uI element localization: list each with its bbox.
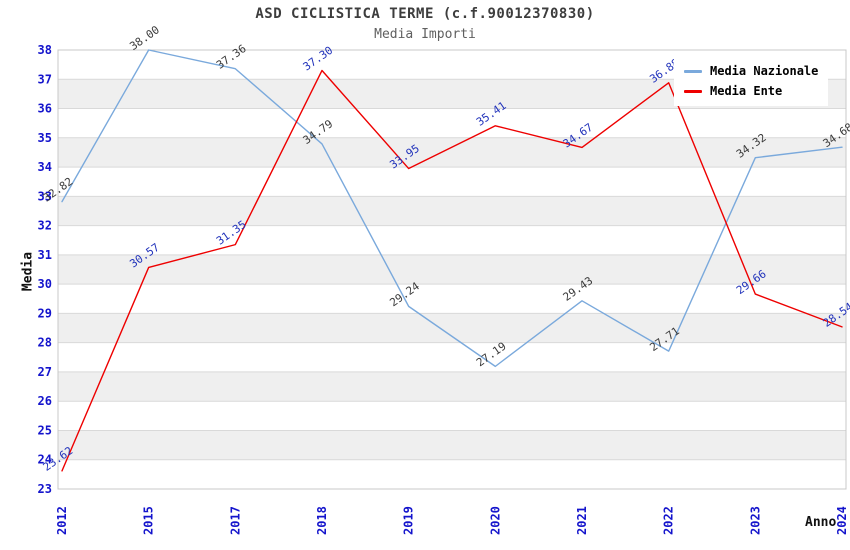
- legend-item-media-nazionale: Media Nazionale: [684, 64, 818, 78]
- x-tick-label: 2020: [488, 506, 502, 535]
- plot-band: [58, 137, 846, 168]
- plot-band: [58, 459, 846, 489]
- legend-label: Media Nazionale: [710, 64, 819, 78]
- y-axis-title: Media: [20, 251, 36, 292]
- y-tick-label: 23: [38, 482, 52, 496]
- plot-band: [58, 225, 846, 255]
- x-tick-label: 2024: [835, 506, 849, 535]
- plot-band: [58, 313, 846, 343]
- plot-band: [58, 167, 846, 197]
- x-tick-label: 2012: [55, 506, 69, 535]
- plot-band: [58, 401, 846, 431]
- plot-band: [58, 108, 846, 138]
- y-tick-label: 30: [38, 277, 52, 291]
- legend-item-media-ente: Media Ente: [684, 84, 818, 98]
- y-tick-label: 32: [38, 219, 52, 233]
- y-tick-label: 29: [38, 306, 52, 320]
- y-tick-label: 24: [38, 453, 52, 467]
- y-tick-label: 36: [38, 102, 52, 116]
- chart-legend: Media Nazionale Media Ente: [674, 57, 829, 106]
- series-line-media-ente: [61, 69, 843, 472]
- legend-line-swatch-icon: [684, 69, 702, 73]
- chart-title: ASD CICLISTICA TERME (c.f.90012370830): [255, 6, 595, 22]
- y-tick-label: 28: [38, 336, 52, 350]
- y-tick-label: 38: [38, 43, 52, 57]
- x-tick-label: 2023: [748, 506, 762, 535]
- y-tick-label: 26: [38, 394, 52, 408]
- legend-line-swatch-icon: [684, 89, 702, 93]
- plot-band: [58, 371, 846, 402]
- y-tick-label: 33: [38, 189, 52, 203]
- y-tick-label: 31: [38, 248, 52, 262]
- plot-band: [58, 254, 846, 285]
- y-tick-label: 34: [38, 160, 52, 174]
- plot-border: [57, 49, 847, 490]
- x-tick-label: 2022: [662, 506, 676, 535]
- plot-band: [58, 430, 846, 460]
- plot-band: [58, 342, 846, 372]
- x-tick-label: 2021: [575, 506, 589, 535]
- series-line-media-nazionale: [61, 49, 843, 368]
- x-axis-title: Anno: [805, 515, 837, 530]
- y-tick-label: 37: [38, 72, 52, 86]
- legend-label: Media Ente: [710, 84, 783, 98]
- x-tick-label: 2015: [142, 506, 156, 535]
- x-tick-label: 2017: [228, 506, 242, 535]
- y-tick-label: 25: [38, 423, 52, 437]
- y-tick-label: 27: [38, 365, 52, 379]
- x-tick-label: 2019: [402, 506, 416, 535]
- y-tick-label: 35: [38, 131, 52, 145]
- plot-band: [58, 284, 846, 314]
- chart-subtitle: Media Importi: [374, 27, 476, 42]
- x-tick-label: 2018: [315, 506, 329, 535]
- plot-band: [58, 196, 846, 226]
